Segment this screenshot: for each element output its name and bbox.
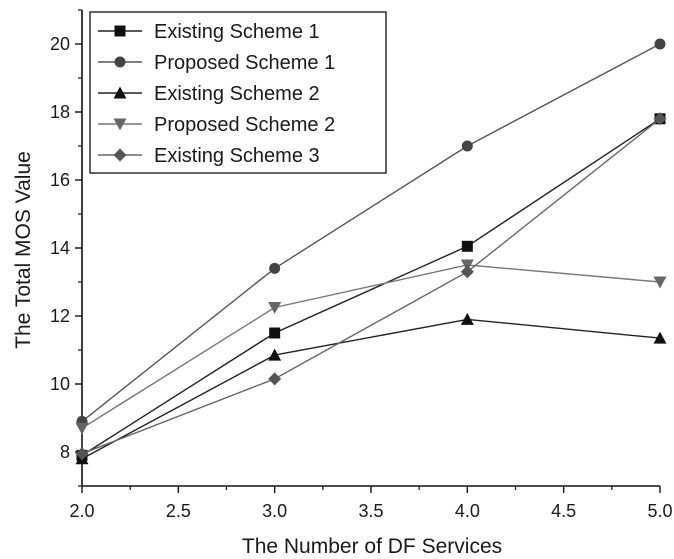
data-point <box>75 447 89 461</box>
x-axis-label: The Number of DF Services <box>242 535 502 558</box>
x-tick-label: 3.5 <box>358 501 383 521</box>
series-line <box>81 118 661 455</box>
legend-label: Existing Scheme 3 <box>154 145 320 167</box>
series-line <box>81 43 661 422</box>
series-4 <box>75 259 667 435</box>
legend-item: Existing Scheme 1 <box>98 21 320 43</box>
y-tick-label: 16 <box>50 170 70 190</box>
legend-label: Proposed Scheme 2 <box>154 114 335 136</box>
series-5 <box>75 112 667 461</box>
data-point <box>461 140 473 152</box>
data-point <box>269 327 281 339</box>
x-tick-label: 2.5 <box>166 501 191 521</box>
series-line <box>81 264 661 429</box>
y-tick-label: 10 <box>50 374 70 394</box>
data-point <box>268 348 282 361</box>
legend-label: Existing Scheme 1 <box>154 21 320 43</box>
y-tick-label: 18 <box>50 102 70 122</box>
x-axis-ticks: 2.0 2.5 3.0 3.5 4.0 4.5 5.0 <box>69 486 673 521</box>
data-point <box>654 38 666 50</box>
legend: Existing Scheme 1 Proposed Scheme 1 Existi… <box>89 11 387 174</box>
series-layer <box>75 38 667 465</box>
legend-label: Proposed Scheme 1 <box>154 52 335 74</box>
data-point <box>75 422 89 435</box>
legend-marker <box>113 86 127 99</box>
legend-item: Proposed Scheme 1 <box>98 52 335 74</box>
y-tick-label: 14 <box>50 238 70 258</box>
data-point <box>653 112 667 126</box>
y-axis-label: The Total MOS Value <box>12 151 35 349</box>
legend-marker <box>114 56 126 68</box>
x-tick-label: 4.5 <box>551 501 576 521</box>
legend-marker <box>114 25 126 37</box>
legend-marker <box>113 118 127 131</box>
x-tick-label: 5.0 <box>647 501 672 521</box>
data-point <box>461 240 473 252</box>
y-axis-ticks: 8 10 12 14 16 18 20 <box>50 9 82 487</box>
data-point <box>269 262 281 274</box>
data-point <box>460 265 474 279</box>
legend-item: Existing Scheme 3 <box>98 145 320 167</box>
series-line <box>81 118 661 456</box>
x-tick-label: 2.0 <box>69 501 94 521</box>
x-tick-label: 4.0 <box>455 501 480 521</box>
y-tick-label: 20 <box>50 34 70 54</box>
data-point <box>653 331 667 344</box>
legend-label: Existing Scheme 2 <box>154 83 320 105</box>
data-point <box>460 312 474 325</box>
y-tick-label: 12 <box>50 306 70 326</box>
data-point <box>653 276 667 289</box>
legend-item: Proposed Scheme 2 <box>98 114 335 136</box>
series-3 <box>75 312 667 465</box>
x-tick-label: 3.0 <box>262 501 287 521</box>
data-point <box>268 372 282 386</box>
data-point <box>268 302 282 314</box>
series-line <box>81 318 661 460</box>
legend-item: Existing Scheme 2 <box>98 83 320 105</box>
legend-marker <box>113 148 127 162</box>
y-tick-label: 8 <box>60 442 70 462</box>
